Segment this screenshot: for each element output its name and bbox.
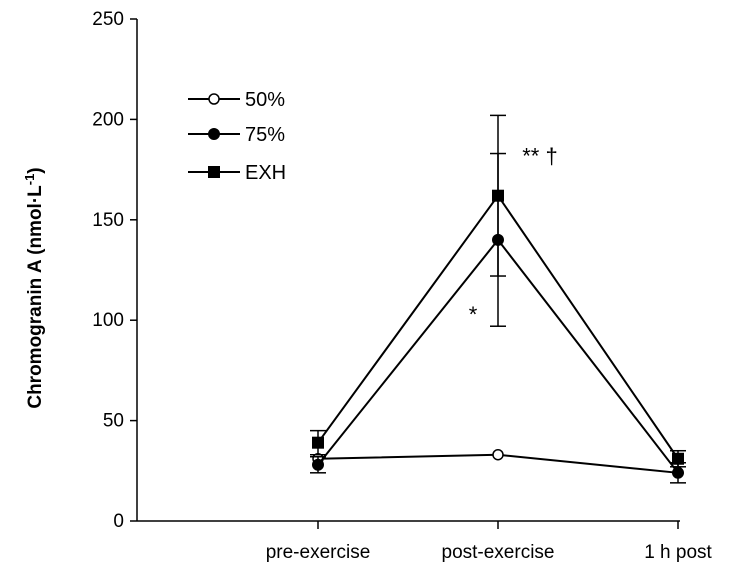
legend-marker (208, 128, 220, 140)
significance-annotation: ** † (522, 144, 557, 169)
x-tick-label: 1 h post (644, 542, 712, 563)
data-point (672, 466, 684, 479)
axes: 0 50 100 150 200 250 pre-exercise post-exercise… (22, 9, 713, 563)
x-tick-label: post-exercise (442, 542, 555, 563)
data-point (492, 189, 504, 202)
x-tick-label: pre-exercise (266, 542, 371, 563)
y-tick-label: 0 (113, 511, 124, 532)
series-50pct (312, 448, 684, 479)
series-layer (310, 114, 686, 484)
series-exh (310, 114, 686, 468)
legend-label: 50% (245, 89, 285, 111)
y-tick-label: 200 (92, 109, 124, 130)
annotations: ** † * (469, 144, 558, 328)
legend: 50% 75% EXH (188, 89, 286, 184)
legend-marker (208, 93, 220, 105)
y-axis-title: Chromogranin A (nmol·L-1) (22, 167, 46, 408)
legend-label: 75% (245, 124, 285, 146)
data-point (312, 436, 324, 449)
legend-marker (208, 166, 220, 178)
y-tick-label: 50 (103, 411, 124, 432)
legend-label: EXH (245, 162, 286, 184)
data-point (672, 452, 684, 465)
y-tick-label: 150 (92, 210, 124, 231)
data-point (312, 458, 324, 471)
significance-annotation: * (469, 302, 478, 327)
y-tick-label: 100 (92, 310, 124, 331)
y-tick-label: 250 (92, 9, 124, 30)
data-point (492, 448, 504, 461)
